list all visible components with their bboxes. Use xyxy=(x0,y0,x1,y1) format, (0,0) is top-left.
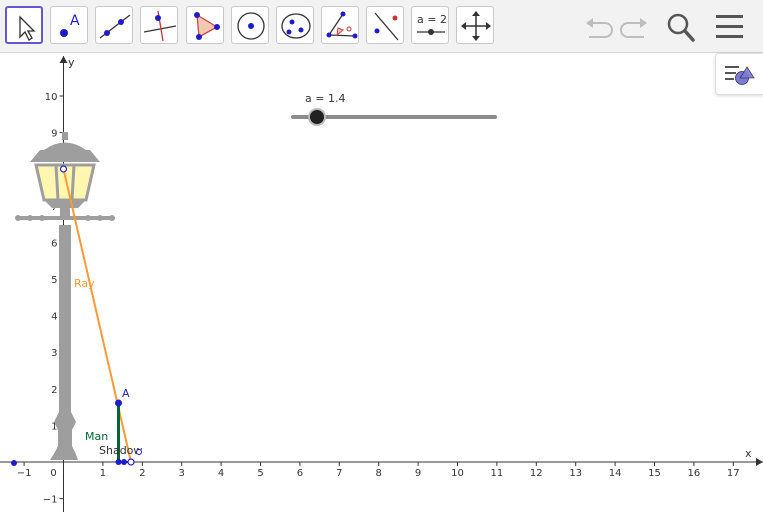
point-a[interactable] xyxy=(115,399,122,407)
x-tick-label: 9 xyxy=(415,468,421,479)
conic-tool[interactable] xyxy=(276,6,314,44)
style-bar-toggle[interactable] xyxy=(715,53,763,95)
perpendicular-line-tool[interactable] xyxy=(140,6,178,44)
angle-icon xyxy=(326,11,358,39)
y-tick-label: 9 xyxy=(51,129,57,140)
x-tick-label: 8 xyxy=(376,468,382,479)
y-tick-label: 4 xyxy=(51,312,57,323)
point-tool-label: A xyxy=(70,13,80,29)
polygon-tool[interactable] xyxy=(186,6,224,44)
x-axis-arrow xyxy=(756,458,763,466)
x-tick-label: 12 xyxy=(530,468,543,479)
circle-tool[interactable] xyxy=(231,6,269,44)
lamp-point[interactable] xyxy=(59,165,68,173)
x-axis-label: x xyxy=(745,447,752,460)
y-axis-arrow xyxy=(59,56,68,63)
angle-tool[interactable] xyxy=(321,6,359,44)
x-tick-label: 5 xyxy=(257,468,263,479)
undo-icon[interactable] xyxy=(583,12,613,42)
x-tick-label: 7 xyxy=(336,468,342,479)
graphics-view[interactable]: x y −1 0 1 2 3 4 5 6 7 8 9 10 11 12 13 14 15 16 17 −112345… xyxy=(0,53,763,512)
man-foot-point[interactable] xyxy=(115,459,122,465)
shadow-label: Shadow xyxy=(99,444,142,457)
x-tick-label: 1 xyxy=(100,468,106,479)
reflect-icon xyxy=(374,12,399,41)
y-tick-label: −1 xyxy=(43,495,58,506)
x-tick-label: 2 xyxy=(139,468,145,479)
shadow-tip-point[interactable] xyxy=(127,458,135,466)
move-tool[interactable] xyxy=(5,6,43,44)
polygon-icon xyxy=(194,12,220,40)
x-tick-label: 4 xyxy=(218,468,224,479)
move-arrows-icon xyxy=(461,11,491,41)
ellipse-icon xyxy=(281,13,311,39)
graphics-style-icon xyxy=(725,66,755,85)
man-label: Man xyxy=(85,430,108,443)
ray-end-point[interactable] xyxy=(136,449,142,455)
origin-left-point[interactable] xyxy=(11,460,17,466)
toolbar: A a = 2 xyxy=(0,0,763,53)
x-tick-label: 16 xyxy=(688,468,701,479)
perpendicular-line-icon xyxy=(143,10,177,42)
y-tick-label: 2 xyxy=(51,385,57,396)
y-axis-label: y xyxy=(68,56,75,69)
y-tick-label: 1 xyxy=(51,421,57,432)
y-tick-label: 6 xyxy=(51,238,57,249)
slider-tool-label: a = 2 xyxy=(417,13,447,26)
y-tick-label: 3 xyxy=(51,348,57,359)
y-tick-label: 10 xyxy=(45,92,58,103)
circle-icon xyxy=(237,12,265,40)
x-tick-label: −1 xyxy=(17,468,32,479)
ray-label: Ray xyxy=(74,277,95,290)
line-tool[interactable] xyxy=(95,6,133,44)
reflect-tool[interactable] xyxy=(366,6,404,44)
cursor-icon xyxy=(19,15,36,41)
slider-icon xyxy=(417,29,445,35)
point-tool[interactable]: A xyxy=(50,6,88,44)
x-tick-label: 6 xyxy=(297,468,303,479)
move-graphics-view-tool[interactable] xyxy=(456,6,494,44)
slider-tool[interactable]: a = 2 xyxy=(411,6,449,44)
x-tick-label: 0 xyxy=(50,468,56,479)
menu-icon[interactable] xyxy=(713,12,745,42)
x-tick-label: 13 xyxy=(569,468,582,479)
slider-point-on-axis[interactable] xyxy=(121,459,127,465)
x-tick-label: 17 xyxy=(727,468,740,479)
point-a-label: A xyxy=(122,387,130,400)
line-icon xyxy=(99,14,131,39)
y-tick-label: 5 xyxy=(51,275,57,286)
slider-handle[interactable] xyxy=(308,108,326,126)
x-tick-label: 10 xyxy=(451,468,464,479)
lamp-post-image xyxy=(15,132,115,460)
redo-icon[interactable] xyxy=(620,12,650,42)
x-tick-label: 11 xyxy=(491,468,504,479)
point-icon xyxy=(60,29,68,37)
x-tick-label: 14 xyxy=(609,468,622,479)
x-tick-label: 15 xyxy=(648,468,661,479)
search-icon[interactable] xyxy=(665,11,697,43)
x-tick-label: 3 xyxy=(179,468,185,479)
x-ticks: −1 0 1 2 3 4 5 6 7 8 9 10 11 12 13 14 15 16 17 xyxy=(17,462,740,479)
slider-label: a = 1.4 xyxy=(305,92,345,105)
